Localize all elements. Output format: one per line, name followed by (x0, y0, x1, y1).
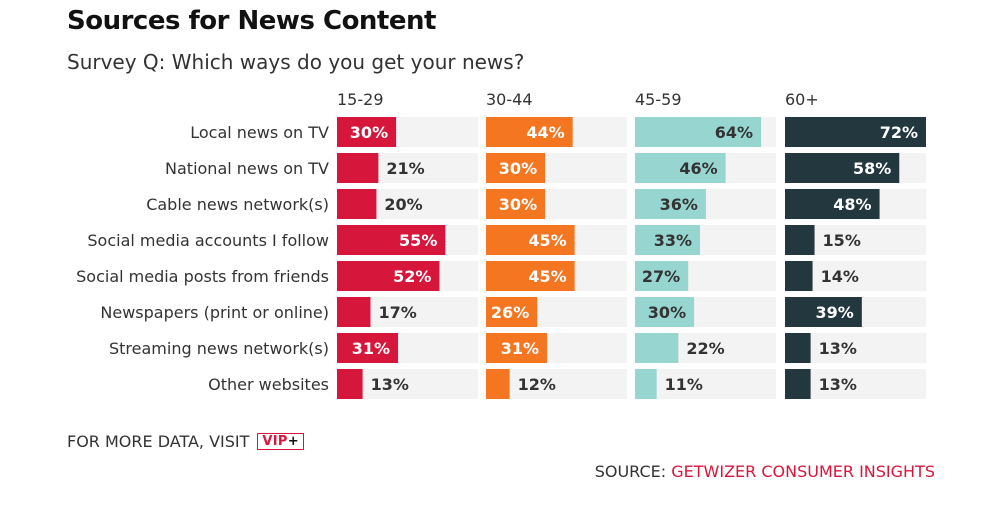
bar (337, 333, 399, 363)
bar (486, 225, 575, 255)
bar (486, 261, 575, 291)
data-label: 27% (642, 267, 680, 286)
data-label: 20% (384, 195, 422, 214)
bar (635, 369, 657, 399)
data-label: 13% (371, 375, 409, 394)
data-label: 39% (816, 303, 854, 322)
data-label: 21% (386, 159, 424, 178)
bar (486, 189, 546, 219)
category-label: Social media accounts I follow (87, 231, 329, 250)
category-label: Cable news network(s) (146, 195, 329, 214)
bar (785, 297, 862, 327)
data-label: 13% (819, 339, 857, 358)
data-label: 58% (853, 159, 891, 178)
bar (635, 261, 689, 291)
bar (635, 153, 726, 183)
data-label: 33% (654, 231, 692, 250)
bar (337, 369, 363, 399)
data-label: 55% (399, 231, 437, 250)
bar (337, 153, 379, 183)
data-label: 31% (501, 339, 539, 358)
data-label: 44% (526, 123, 564, 142)
bar (635, 189, 706, 219)
source-prefix: SOURCE: (594, 462, 667, 481)
category-label: Streaming news network(s) (109, 339, 329, 358)
panel-header: 15-29 (337, 90, 384, 109)
data-label: 15% (823, 231, 861, 250)
bar-track (635, 369, 776, 399)
vip-plus-link[interactable]: VIP+ (257, 433, 304, 450)
data-label: 36% (660, 195, 698, 214)
chart-subtitle: Survey Q: Which ways do you get your new… (67, 50, 525, 74)
category-label: Other websites (208, 375, 329, 394)
bar (635, 297, 695, 327)
bar (785, 153, 900, 183)
bar (486, 153, 546, 183)
panel-header: 30-44 (486, 90, 533, 109)
bar (337, 297, 371, 327)
bar (785, 189, 880, 219)
category-label: National news on TV (165, 159, 329, 178)
data-label: 45% (528, 267, 566, 286)
bar (486, 333, 548, 363)
more-data-text: FOR MORE DATA, VISIT (67, 432, 250, 451)
data-label: 52% (393, 267, 431, 286)
data-label: 64% (715, 123, 753, 142)
bar (785, 117, 926, 147)
data-label: 22% (686, 339, 724, 358)
data-label: 12% (518, 375, 556, 394)
bar (486, 117, 573, 147)
data-label: 26% (491, 303, 529, 322)
vip-badge-text: VIP (262, 434, 288, 449)
source-credit: SOURCE: GETWIZER CONSUMER INSIGHTS (595, 462, 935, 481)
category-label: Newspapers (print or online) (100, 303, 329, 322)
data-label: 72% (880, 123, 918, 142)
vip-plus-sign: + (287, 434, 299, 449)
chart-title: Sources for News Content (67, 6, 436, 36)
data-label: 30% (648, 303, 686, 322)
data-label: 14% (821, 267, 859, 286)
bar (337, 225, 446, 255)
data-label: 30% (499, 159, 537, 178)
data-label: 30% (350, 123, 388, 142)
data-label: 31% (352, 339, 390, 358)
bar (486, 297, 538, 327)
more-data-note: FOR MORE DATA, VISIT VIP+ (67, 432, 304, 451)
data-label: 46% (679, 159, 717, 178)
bar (337, 189, 377, 219)
category-label: Social media posts from friends (76, 267, 329, 286)
data-label: 13% (819, 375, 857, 394)
data-label: 45% (528, 231, 566, 250)
bar (785, 333, 811, 363)
bar (635, 225, 701, 255)
bar (486, 369, 510, 399)
source-name[interactable]: GETWIZER CONSUMER INSIGHTS (671, 462, 935, 481)
data-label: 11% (665, 375, 703, 394)
data-label: 48% (833, 195, 871, 214)
data-label: 30% (499, 195, 537, 214)
bar (635, 117, 762, 147)
panel-header: 45-59 (635, 90, 682, 109)
category-label: Local news on TV (190, 123, 329, 142)
bar-chart: Local news on TV National news on TV Cable… (76, 90, 926, 399)
data-label: 17% (378, 303, 416, 322)
bar (635, 333, 679, 363)
panel-header: 60+ (785, 90, 819, 109)
bar (785, 225, 815, 255)
bar (337, 117, 397, 147)
bar (785, 261, 813, 291)
bar (785, 369, 811, 399)
bar (337, 261, 440, 291)
